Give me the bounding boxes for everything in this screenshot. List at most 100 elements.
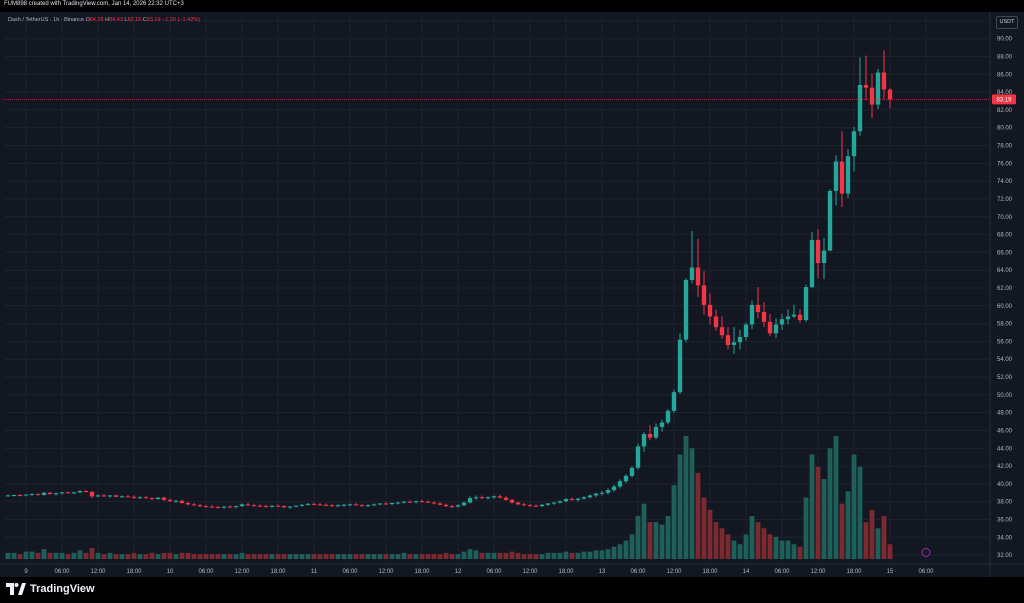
volume-bar [443, 552, 449, 559]
x-tick-label: 18:00 [126, 569, 142, 575]
x-tick-label: 06:00 [630, 569, 646, 575]
x-tick-label: 06:00 [198, 569, 214, 575]
volume-bar [875, 528, 881, 559]
volume-bar [557, 552, 563, 559]
candle-body [275, 505, 281, 507]
volume-bar [131, 552, 137, 559]
volume-bar [71, 552, 77, 559]
tradingview-logo-text: TradingView [30, 583, 95, 595]
candle-body [545, 503, 551, 505]
volume-bar [713, 522, 719, 559]
candle-body [713, 316, 719, 328]
volume-bar [635, 515, 641, 559]
volume-bar [803, 497, 809, 559]
volume-bar [347, 554, 353, 559]
y-tick-label: 54.00 [997, 357, 1013, 363]
volume-bar [311, 554, 317, 559]
candle-body [125, 496, 131, 498]
candle-body [473, 497, 479, 499]
volume-bar [17, 554, 23, 559]
volume-bar [671, 485, 677, 559]
candle-body [95, 495, 101, 497]
candle-body [599, 492, 605, 494]
candle-body [23, 494, 29, 496]
volume-bar [23, 551, 29, 559]
volume-bar [191, 554, 197, 559]
candle-body [227, 506, 233, 508]
volume-bar [479, 552, 485, 559]
candle-body [725, 335, 731, 345]
volume-bar [335, 554, 341, 559]
currency-button[interactable]: USDT [996, 16, 1018, 29]
symbol-legend: Dash / TetherUS · 1h · Binance O84.28 H8… [8, 17, 200, 23]
top-bar: FUM898 created with TradingView.com, Jan… [0, 0, 1024, 12]
candle-body [671, 392, 677, 411]
candle-body [65, 492, 71, 494]
x-tick-label: 14 [743, 569, 750, 575]
y-tick-label: 64.00 [997, 268, 1013, 274]
volume-bar [791, 544, 797, 559]
x-tick-label: 18:00 [270, 569, 286, 575]
candle-body [581, 497, 587, 499]
volume-bar [173, 554, 179, 559]
candle-body [281, 506, 287, 508]
volume-bar [731, 540, 737, 559]
volume-bar [833, 436, 839, 559]
candle-body [515, 502, 521, 505]
volume-bar [233, 554, 239, 559]
y-tick-label: 46.00 [997, 428, 1013, 434]
volume-bar [743, 534, 749, 559]
x-tick-label: 12:00 [666, 569, 682, 575]
symbol-name: Dash / TetherUS · 1h · Binance [8, 17, 85, 23]
candle-body [803, 287, 809, 321]
volume-bar [707, 509, 713, 559]
volume-bar [269, 554, 275, 559]
volume-bar [317, 554, 323, 559]
volume-bar [275, 554, 281, 559]
x-tick-label: 9 [24, 569, 28, 575]
x-tick-label: 12:00 [810, 569, 826, 575]
x-tick-label: 06:00 [486, 569, 502, 575]
volume-bar [719, 528, 725, 559]
y-tick-label: 32.00 [997, 553, 1013, 559]
volume-bar [119, 554, 125, 559]
candle-body [41, 492, 47, 495]
volume-bar [845, 491, 851, 559]
candle-body [383, 503, 389, 505]
tradingview-logo-icon [6, 583, 26, 595]
volume-bar [143, 554, 149, 559]
volume-bar [35, 552, 41, 559]
candle-body [335, 505, 341, 507]
y-tick-label: 66.00 [997, 250, 1013, 256]
candle-body [551, 502, 557, 504]
volume-bar [179, 552, 185, 559]
volume-bar [605, 549, 611, 559]
volume-bar [563, 551, 569, 559]
candle-body [593, 493, 599, 496]
candle-body [635, 446, 641, 468]
volume-bar [515, 552, 521, 559]
chart-area[interactable]: 92.0090.0088.0086.0084.0082.0080.0078.00… [0, 12, 1024, 577]
candle-body [623, 475, 629, 482]
volume-bar [461, 551, 467, 559]
candle-body [317, 504, 323, 506]
candle-body [797, 314, 803, 321]
tradingview-logo[interactable]: TradingView [6, 583, 95, 595]
volume-bar [41, 549, 47, 559]
candle-body [659, 422, 665, 427]
y-tick-label: 38.00 [997, 500, 1013, 506]
high-value: 84.43 [109, 17, 123, 23]
volume-bar [749, 515, 755, 559]
volume-bar [569, 552, 575, 559]
volume-bar [773, 536, 779, 559]
volume-bar [809, 454, 815, 559]
candle-body [689, 267, 695, 280]
volume-bar [641, 503, 647, 559]
candle-body [869, 87, 875, 105]
candle-body [491, 496, 497, 498]
candle-body [809, 239, 815, 288]
candle-body [329, 505, 335, 507]
candle-body [779, 319, 785, 325]
candle-body [365, 505, 371, 507]
price-chart[interactable]: 92.0090.0088.0086.0084.0082.0080.0078.00… [0, 12, 1024, 577]
